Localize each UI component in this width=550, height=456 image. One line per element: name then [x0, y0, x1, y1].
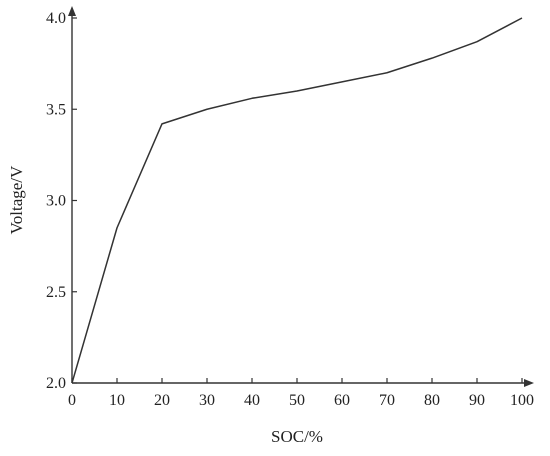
- series: [71, 17, 523, 384]
- x-tick-label: 40: [244, 392, 260, 409]
- x-tick-label: 50: [289, 392, 305, 409]
- y-tick-label: 2.5: [46, 284, 66, 301]
- x-tick-label: 30: [199, 392, 215, 409]
- ticks: 0 10 20 30 40 50 60 70 80 90 100 2.0 2.5 3.0 3.5 4.0: [46, 10, 534, 409]
- y-tick-label: 2.0: [46, 375, 66, 392]
- series-line: [71, 17, 523, 384]
- y-tick-label: 3.5: [46, 101, 66, 118]
- x-axis-arrow: [524, 379, 534, 387]
- x-tick-label: 20: [154, 392, 170, 409]
- x-tick-label: 10: [109, 392, 125, 409]
- axes: [68, 6, 534, 387]
- y-axis-title: Voltage/V: [7, 165, 26, 234]
- y-tick-label: 4.0: [46, 10, 66, 27]
- x-tick-label: 70: [379, 392, 395, 409]
- y-axis-arrow: [68, 6, 76, 16]
- x-tick-label: 100: [510, 392, 534, 409]
- x-tick-label: 90: [469, 392, 485, 409]
- x-tick-label: 80: [424, 392, 440, 409]
- y-tick-label: 3.0: [46, 193, 66, 210]
- x-axis-title: SOC/%: [271, 427, 323, 446]
- x-tick-label: 0: [68, 392, 76, 409]
- x-tick-label: 60: [334, 392, 350, 409]
